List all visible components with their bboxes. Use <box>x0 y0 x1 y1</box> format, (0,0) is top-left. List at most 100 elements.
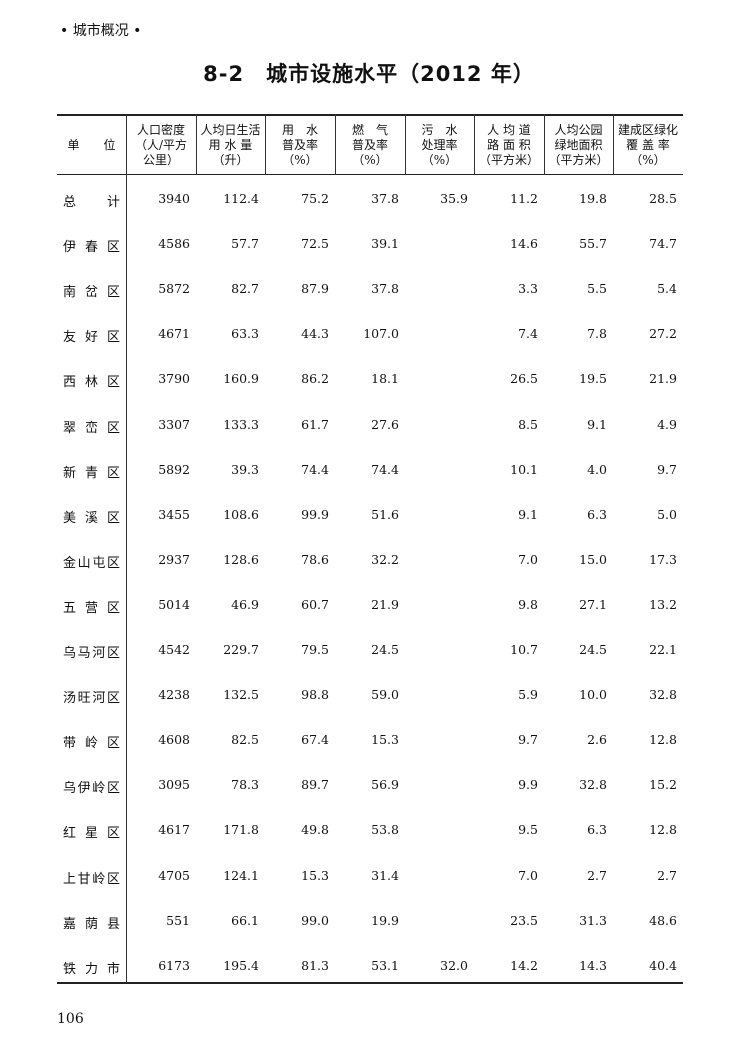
table-cell: 89.7 <box>301 777 329 793</box>
table-row: 汤旺河区 4238 132.5 98.8 59.0 5.9 10.0 32.8 <box>57 687 683 707</box>
table-row: 铁力市 6173 195.4 81.3 53.1 32.0 14.2 14.3 40.4 <box>57 958 683 978</box>
table-cell: 72.5 <box>301 236 329 252</box>
table-row: 新青区 5892 39.3 74.4 74.4 10.1 4.0 9.7 <box>57 462 683 482</box>
table-cell: 9.1 <box>587 416 607 432</box>
table-cell: 27.2 <box>649 326 677 342</box>
table-row: 总 计 3940 112.4 75.2 37.8 35.9 11.2 19.8 28.5 <box>57 191 683 211</box>
row-label: 美溪区 <box>63 510 120 526</box>
table-cell: 19.9 <box>371 912 399 928</box>
table-cell: 24.5 <box>371 642 399 657</box>
table-cell: 19.8 <box>579 191 607 206</box>
page-title: 8-2 城市设施水平（2012 年） <box>203 62 535 86</box>
table-cell: 39.1 <box>371 236 399 252</box>
column-header: 污 水 处理率 （%） <box>421 123 458 167</box>
table-cell: 59.0 <box>371 687 399 703</box>
table-cell: 4617 <box>158 822 190 838</box>
table-cell: 87.9 <box>301 281 329 297</box>
table-bottom-rule <box>57 982 683 984</box>
table-cell: 78.6 <box>301 551 329 567</box>
table-cell: 99.9 <box>301 506 329 522</box>
table-cell: 82.5 <box>231 732 259 748</box>
table-cell: 67.4 <box>301 732 329 748</box>
table-cell: 44.3 <box>301 326 329 342</box>
row-label: 翠峦区 <box>63 420 120 436</box>
table-cell: 6.3 <box>587 506 607 522</box>
table-cell: 15.3 <box>301 867 329 883</box>
table-row: 上甘岭区 4705 124.1 15.3 31.4 7.0 2.7 2.7 <box>57 868 683 888</box>
table-cell: 53.1 <box>371 957 399 973</box>
table-cell: 51.6 <box>371 506 399 522</box>
table-row: 金山屯区 2937 128.6 78.6 32.2 7.0 15.0 17.3 <box>57 552 683 572</box>
table-cell: 35.9 <box>440 191 468 206</box>
row-label: 红星区 <box>63 826 120 842</box>
table-cell: 49.8 <box>301 822 329 838</box>
column-divider <box>335 114 336 175</box>
table-cell: 4705 <box>158 867 190 883</box>
table-cell: 31.3 <box>579 912 607 928</box>
table-cell: 17.3 <box>649 551 677 567</box>
table-cell: 5892 <box>158 461 190 477</box>
table-cell: 55.7 <box>579 236 607 252</box>
table-cell: 5.4 <box>657 281 677 297</box>
table-cell: 26.5 <box>510 371 538 387</box>
column-divider <box>474 114 475 175</box>
section-label: • 城市概况 • <box>60 23 142 39</box>
column-divider <box>196 114 197 175</box>
table-cell: 14.2 <box>510 957 538 973</box>
table-cell: 74.4 <box>301 461 329 477</box>
table-cell: 46.9 <box>231 596 259 612</box>
table-cell: 3455 <box>158 506 190 522</box>
column-divider <box>265 114 266 175</box>
table-cell: 4542 <box>158 642 190 657</box>
table-cell: 3940 <box>158 191 190 206</box>
table-cell: 75.2 <box>301 191 329 206</box>
table-cell: 15.3 <box>371 732 399 748</box>
table-cell: 6.3 <box>587 822 607 838</box>
table-cell: 32.8 <box>579 777 607 793</box>
column-divider <box>613 114 614 175</box>
table-cell: 21.9 <box>371 596 399 612</box>
table-cell: 14.3 <box>579 957 607 973</box>
table-row: 嘉荫县 551 66.1 99.0 19.9 23.5 31.3 48.6 <box>57 913 683 933</box>
row-label: 铁力市 <box>63 961 120 977</box>
table-cell: 128.6 <box>223 551 259 567</box>
table-cell: 40.4 <box>649 957 677 973</box>
row-label: 南岔区 <box>63 285 120 301</box>
table-cell: 31.4 <box>371 867 399 883</box>
table-cell: 14.6 <box>510 236 538 252</box>
table-cell: 78.3 <box>231 777 259 793</box>
table-cell: 11.2 <box>510 191 538 206</box>
table-cell: 3095 <box>158 777 190 793</box>
table-cell: 551 <box>166 912 190 928</box>
table-cell: 13.2 <box>649 596 677 612</box>
row-label: 乌伊岭区 <box>63 781 120 797</box>
row-label: 友好区 <box>63 330 120 346</box>
table-cell: 4608 <box>158 732 190 748</box>
table-row: 翠峦区 3307 133.3 61.7 27.6 8.5 9.1 4.9 <box>57 417 683 437</box>
column-header: 单 位 <box>67 138 116 152</box>
table-cell: 9.8 <box>518 596 538 612</box>
table-cell: 53.8 <box>371 822 399 838</box>
table-cell: 21.9 <box>649 371 677 387</box>
table-cell: 3790 <box>158 371 190 387</box>
table-cell: 15.0 <box>579 551 607 567</box>
row-label: 上甘岭区 <box>63 871 120 887</box>
table-cell: 2937 <box>158 551 190 567</box>
row-label: 伊春区 <box>63 240 120 256</box>
row-label: 带岭区 <box>63 736 120 752</box>
table-cell: 37.8 <box>371 281 399 297</box>
table-cell: 5.5 <box>587 281 607 297</box>
table-cell: 229.7 <box>223 642 259 657</box>
table-row: 红星区 4617 171.8 49.8 53.8 9.5 6.3 12.8 <box>57 822 683 842</box>
column-header: 用 水 普及率 （%） <box>281 123 318 167</box>
table-cell: 5.0 <box>657 506 677 522</box>
row-label: 西林区 <box>63 375 120 391</box>
table-row: 伊春区 4586 57.7 72.5 39.1 14.6 55.7 74.7 <box>57 236 683 256</box>
table-cell: 9.5 <box>518 822 538 838</box>
table-cell: 61.7 <box>301 416 329 432</box>
table-cell: 132.5 <box>223 687 259 703</box>
table-cell: 9.1 <box>518 506 538 522</box>
row-label: 嘉荫县 <box>63 916 120 932</box>
table-cell: 10.1 <box>510 461 538 477</box>
column-divider <box>126 114 127 983</box>
